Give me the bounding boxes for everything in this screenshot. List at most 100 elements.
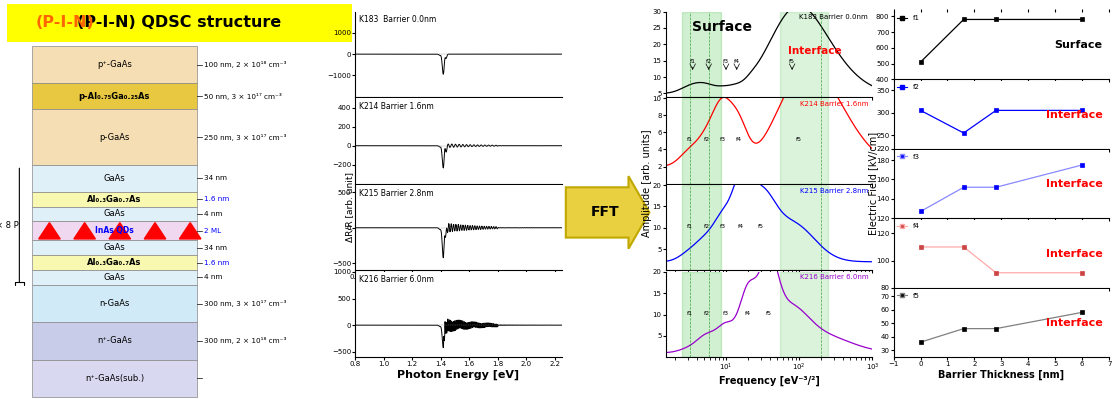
Text: (P-I-N): (P-I-N) xyxy=(36,15,95,30)
Text: × 8 P: × 8 P xyxy=(0,221,18,230)
Text: 4 nm: 4 nm xyxy=(204,275,222,280)
Text: 300 nm, 2 × 10¹⁸ cm⁻³: 300 nm, 2 × 10¹⁸ cm⁻³ xyxy=(204,338,286,344)
Text: f5: f5 xyxy=(758,224,764,229)
Polygon shape xyxy=(74,223,95,239)
Text: K215 Barrier 2.8nm: K215 Barrier 2.8nm xyxy=(800,188,868,194)
Text: n⁺-GaAs: n⁺-GaAs xyxy=(97,336,132,346)
X-axis label: Barrier Thickness [nm]: Barrier Thickness [nm] xyxy=(938,370,1065,380)
Legend: f5: f5 xyxy=(897,293,920,299)
FancyBboxPatch shape xyxy=(31,166,197,192)
FancyBboxPatch shape xyxy=(31,322,197,359)
Text: 34 nm: 34 nm xyxy=(204,245,227,251)
FancyBboxPatch shape xyxy=(31,285,197,322)
Text: f1: f1 xyxy=(687,224,693,229)
FancyBboxPatch shape xyxy=(31,83,197,109)
Text: InAs QDs: InAs QDs xyxy=(95,226,134,235)
Text: p-Al₀.₇₅Ga₀.₂₅As: p-Al₀.₇₅Ga₀.₂₅As xyxy=(78,92,150,101)
Text: GaAs: GaAs xyxy=(104,174,125,183)
Text: f2: f2 xyxy=(704,224,710,229)
Text: ΔR/R [arb. unit]: ΔR/R [arb. unit] xyxy=(345,172,354,243)
Text: f5: f5 xyxy=(789,59,795,64)
Text: 4 nm: 4 nm xyxy=(204,211,222,217)
Legend: f4: f4 xyxy=(897,223,920,229)
Legend: f3: f3 xyxy=(897,154,920,160)
Text: f2: f2 xyxy=(704,310,710,316)
FancyBboxPatch shape xyxy=(31,207,197,221)
FancyBboxPatch shape xyxy=(31,46,197,83)
FancyArrow shape xyxy=(566,176,649,249)
Polygon shape xyxy=(180,223,201,239)
FancyBboxPatch shape xyxy=(31,240,197,255)
Text: f1: f1 xyxy=(689,59,696,64)
Bar xyxy=(682,185,720,271)
Bar xyxy=(780,12,829,97)
Text: f3: f3 xyxy=(723,310,729,316)
Text: Interface: Interface xyxy=(1046,179,1102,190)
Text: Surface: Surface xyxy=(1054,40,1102,51)
Bar xyxy=(780,99,829,184)
Text: (P-I-N) QDSC structure: (P-I-N) QDSC structure xyxy=(77,15,281,30)
Text: 1.6 nm: 1.6 nm xyxy=(204,259,229,265)
Text: n-GaAs: n-GaAs xyxy=(99,299,130,308)
Text: 300 nm, 3 × 10¹⁷ cm⁻³: 300 nm, 3 × 10¹⁷ cm⁻³ xyxy=(204,300,286,307)
Text: f2: f2 xyxy=(704,137,710,142)
Text: K216 Barrier 6.0nm: K216 Barrier 6.0nm xyxy=(800,275,868,280)
Text: GaAs: GaAs xyxy=(104,273,125,282)
Text: 250 nm, 3 × 10¹⁷ cm⁻³: 250 nm, 3 × 10¹⁷ cm⁻³ xyxy=(204,134,286,141)
Text: Al₀.₃Ga₀.₇As: Al₀.₃Ga₀.₇As xyxy=(87,258,142,267)
Legend: f1: f1 xyxy=(897,15,920,21)
Text: 50 nm, 3 × 10¹⁷ cm⁻³: 50 nm, 3 × 10¹⁷ cm⁻³ xyxy=(204,93,281,100)
Text: K215 Barrier 2.8nm: K215 Barrier 2.8nm xyxy=(360,189,435,198)
Text: f3: f3 xyxy=(723,59,729,64)
Polygon shape xyxy=(144,223,165,239)
FancyBboxPatch shape xyxy=(31,359,197,397)
Bar xyxy=(780,272,829,357)
FancyBboxPatch shape xyxy=(31,192,197,207)
Text: Interface: Interface xyxy=(1046,110,1102,120)
Text: f2: f2 xyxy=(706,59,712,64)
Text: p⁺-GaAs: p⁺-GaAs xyxy=(97,60,132,69)
Text: Al₀.₃Ga₀.₇As: Al₀.₃Ga₀.₇As xyxy=(87,195,142,203)
Text: p-GaAs: p-GaAs xyxy=(99,133,130,142)
Text: GaAs: GaAs xyxy=(104,209,125,219)
Text: 34 nm: 34 nm xyxy=(204,176,227,182)
Text: Surface: Surface xyxy=(691,20,752,34)
Text: 100 nm, 2 × 10¹⁸ cm⁻³: 100 nm, 2 × 10¹⁸ cm⁻³ xyxy=(204,61,286,68)
Text: f1: f1 xyxy=(687,310,693,316)
Bar xyxy=(682,272,720,357)
Bar xyxy=(682,99,720,184)
Legend: f2: f2 xyxy=(897,85,920,91)
Text: f3: f3 xyxy=(719,137,726,142)
Text: 2 ML: 2 ML xyxy=(204,228,221,234)
FancyBboxPatch shape xyxy=(31,255,197,270)
Polygon shape xyxy=(39,223,60,239)
Text: K183  Barrier 0.0nm: K183 Barrier 0.0nm xyxy=(360,15,437,24)
Text: K216 Barrier 6.0nm: K216 Barrier 6.0nm xyxy=(360,275,435,284)
Text: Interface: Interface xyxy=(787,45,841,55)
Text: 1.6 nm: 1.6 nm xyxy=(204,196,229,202)
Bar xyxy=(682,12,720,97)
Text: f1: f1 xyxy=(687,137,693,142)
Text: n⁺-GaAs(sub.): n⁺-GaAs(sub.) xyxy=(85,374,144,383)
FancyBboxPatch shape xyxy=(7,4,352,42)
FancyBboxPatch shape xyxy=(31,109,197,166)
Text: Interface: Interface xyxy=(1046,318,1102,328)
Polygon shape xyxy=(109,223,131,239)
Text: f4: f4 xyxy=(734,59,739,64)
FancyBboxPatch shape xyxy=(31,270,197,285)
Text: GaAs: GaAs xyxy=(104,243,125,252)
Bar xyxy=(780,185,829,271)
Text: K183 Barrier 0.0nm: K183 Barrier 0.0nm xyxy=(800,14,868,20)
X-axis label: Frequency [eV⁻³/²]: Frequency [eV⁻³/²] xyxy=(718,375,820,385)
Text: f4: f4 xyxy=(745,310,751,316)
FancyBboxPatch shape xyxy=(31,221,197,240)
Text: f5: f5 xyxy=(796,137,802,142)
Text: Interface: Interface xyxy=(1046,249,1102,259)
Text: f3: f3 xyxy=(719,224,726,229)
Text: Amplitude [arb. units]: Amplitude [arb. units] xyxy=(642,130,651,237)
Text: Electric Field [kV/cm]: Electric Field [kV/cm] xyxy=(869,132,878,235)
Text: K214 Barrier 1.6nm: K214 Barrier 1.6nm xyxy=(360,102,435,111)
Text: f4: f4 xyxy=(738,224,744,229)
Text: FFT: FFT xyxy=(591,205,619,219)
Text: f5: f5 xyxy=(765,310,772,316)
